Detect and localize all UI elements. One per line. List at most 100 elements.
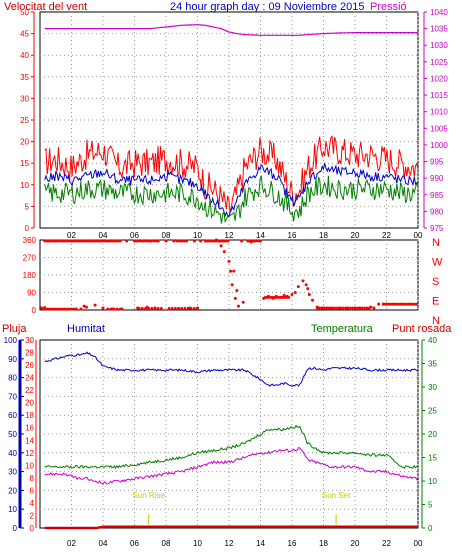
humidity-axis-label: 60 bbox=[8, 411, 17, 420]
direction-point bbox=[365, 306, 369, 310]
rain-axis-label: 8 bbox=[30, 474, 35, 483]
x-tick-label-top: 10 bbox=[193, 231, 202, 240]
direction-point bbox=[318, 306, 321, 310]
rain-axis-label: 6 bbox=[30, 486, 35, 495]
pressure-axis-label: 975 bbox=[430, 224, 444, 233]
direction-point bbox=[241, 300, 245, 304]
direction-point bbox=[177, 239, 181, 243]
humidity-axis-label: 0 bbox=[13, 524, 18, 533]
temperature-axis-label: 35 bbox=[428, 360, 437, 369]
temperature-axis-label: 20 bbox=[428, 430, 437, 439]
bottom-series-line-2 bbox=[44, 424, 419, 470]
direction-point bbox=[377, 302, 381, 306]
x-tick-label-bottom: 14 bbox=[256, 539, 265, 548]
direction-point bbox=[227, 259, 231, 263]
direction-point bbox=[219, 244, 223, 248]
humidity-axis-label: 30 bbox=[8, 468, 17, 477]
temperature-title: Temperatura bbox=[311, 323, 374, 335]
x-tick-label-top: 16 bbox=[288, 231, 297, 240]
direction-point bbox=[63, 307, 66, 311]
direction-point bbox=[174, 307, 177, 310]
compass-label: S bbox=[432, 276, 439, 288]
direction-point bbox=[118, 239, 122, 243]
direction-point bbox=[415, 302, 418, 306]
direction-point bbox=[306, 287, 310, 291]
plot-grid bbox=[40, 12, 419, 528]
direction-point bbox=[46, 307, 50, 311]
wind-axis-label: 50 bbox=[20, 8, 29, 17]
direction-point bbox=[150, 307, 154, 310]
direction-point bbox=[175, 239, 179, 243]
top-series-line-4 bbox=[44, 24, 418, 36]
top-series-line-2 bbox=[44, 161, 419, 218]
direction-point bbox=[255, 239, 259, 243]
direction-point bbox=[137, 239, 141, 243]
pressure-axis-label: 990 bbox=[430, 174, 444, 183]
direction-point bbox=[84, 305, 88, 309]
x-tick-label-bottom: 18 bbox=[319, 539, 328, 548]
direction-point bbox=[355, 306, 359, 310]
direction-axis-label: 0 bbox=[32, 306, 37, 315]
rain-axis-label: 28 bbox=[25, 349, 34, 358]
compass-label: N bbox=[432, 237, 440, 249]
direction-point bbox=[184, 239, 188, 243]
temperature-axis-label: 10 bbox=[428, 477, 437, 486]
wind-speed-title: Velocitat del vent bbox=[4, 1, 87, 13]
rain-axis-label: 24 bbox=[25, 374, 34, 383]
rain-axis-label: 14 bbox=[25, 436, 34, 445]
direction-point bbox=[170, 307, 174, 310]
x-tick-label-top: 02 bbox=[67, 231, 76, 240]
direction-point bbox=[236, 304, 240, 308]
rain-axis-label: 22 bbox=[25, 386, 34, 395]
direction-point bbox=[183, 307, 187, 310]
direction-point bbox=[164, 239, 168, 243]
x-tick-label-bottom: 06 bbox=[130, 539, 139, 548]
direction-point bbox=[152, 239, 155, 243]
direction-point bbox=[307, 292, 311, 296]
direction-point bbox=[339, 306, 343, 310]
humidity-axis-label: 80 bbox=[8, 374, 17, 383]
direction-point bbox=[147, 307, 151, 310]
compass-label: W bbox=[432, 257, 443, 269]
direction-point bbox=[177, 307, 181, 310]
rain-axis-label: 16 bbox=[25, 424, 34, 433]
direction-point bbox=[329, 306, 333, 310]
bottom-series-line-1 bbox=[44, 351, 419, 387]
direction-point bbox=[332, 306, 336, 310]
direction-point bbox=[70, 307, 73, 311]
rain-axis-label: 0 bbox=[30, 524, 35, 533]
rain-axis-label: 20 bbox=[25, 399, 34, 408]
humidity-axis-label: 70 bbox=[8, 392, 17, 401]
direction-point bbox=[109, 307, 113, 311]
rain-axis-label: 10 bbox=[25, 461, 34, 470]
rain-axis-label: 2 bbox=[30, 511, 35, 520]
direction-point bbox=[133, 239, 136, 243]
x-tick-label-bottom: 16 bbox=[288, 539, 297, 548]
temperature-axis-label: 15 bbox=[428, 454, 437, 463]
direction-point bbox=[358, 306, 362, 310]
direction-point bbox=[296, 285, 300, 289]
humidity-axis-label: 10 bbox=[8, 505, 17, 514]
wind-axis-label: 25 bbox=[20, 116, 29, 125]
wind-axis-label: 45 bbox=[20, 30, 29, 39]
direction-point bbox=[93, 303, 97, 307]
direction-point bbox=[341, 306, 345, 310]
direction-point bbox=[226, 239, 230, 243]
pressure-axis-label: 1025 bbox=[430, 58, 448, 67]
wind-axis-label: 0 bbox=[25, 224, 30, 233]
direction-point bbox=[140, 239, 143, 243]
sunrise-label: Sun Rise bbox=[132, 491, 165, 500]
pressure-axis-label: 1000 bbox=[430, 141, 448, 150]
direction-point bbox=[372, 306, 376, 310]
direction-point bbox=[348, 306, 352, 310]
direction-point bbox=[118, 307, 122, 311]
direction-point bbox=[159, 307, 163, 310]
direction-point bbox=[320, 306, 324, 310]
direction-point bbox=[140, 307, 144, 310]
pressure-axis-label: 995 bbox=[430, 158, 444, 167]
humidity-axis-label: 90 bbox=[8, 355, 17, 364]
humidity-axis-label: 20 bbox=[8, 486, 17, 495]
direction-point bbox=[182, 239, 186, 243]
direction-point bbox=[337, 306, 340, 310]
direction-point bbox=[112, 307, 116, 311]
